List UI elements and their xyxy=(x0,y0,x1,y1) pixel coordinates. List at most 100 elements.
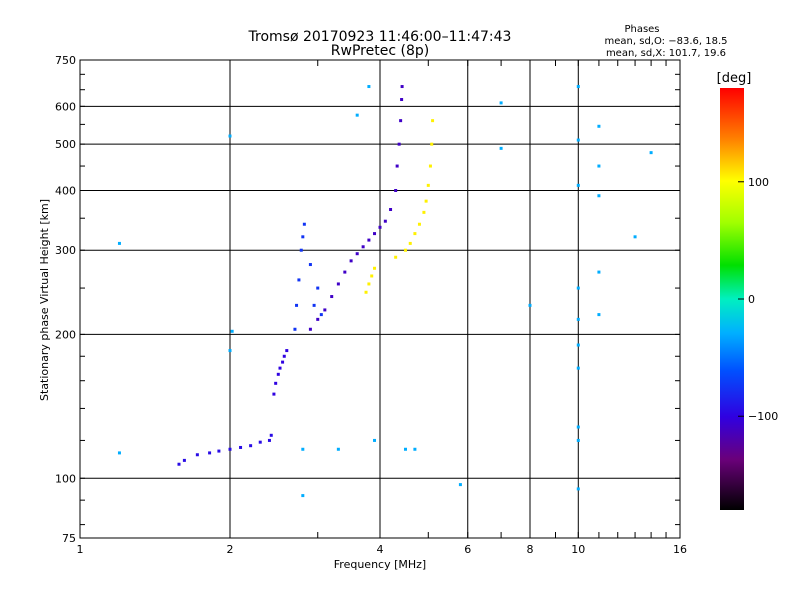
echo-point xyxy=(499,146,503,150)
colorbar-ticks: 100 0 −100 xyxy=(738,176,778,423)
echo-point xyxy=(295,303,299,307)
phase-stats-o: mean, sd,O: −83.6, 18.5 xyxy=(605,36,728,47)
y-tick-label: 75 xyxy=(62,532,76,545)
echo-point xyxy=(117,451,121,455)
echo-point xyxy=(228,447,232,451)
y-tick-label: 100 xyxy=(55,472,76,485)
x-tick-label: 2 xyxy=(227,543,234,556)
echo-point xyxy=(195,453,199,457)
echo-point xyxy=(576,317,580,321)
y-axis-label: Stationary phase Virtual Height [km] xyxy=(38,199,51,401)
echo-point xyxy=(301,447,305,451)
echo-point xyxy=(285,349,289,353)
axis-ticks: 1 2 4 6 8 10 16 75 100 200 300 400 500 600 750 xyxy=(55,54,687,556)
echo-point xyxy=(597,313,601,317)
x-tick-label: 1 xyxy=(77,543,84,556)
echo-point xyxy=(597,194,601,198)
echo-point xyxy=(364,290,368,294)
echo-point xyxy=(228,349,232,353)
plot-frame xyxy=(79,59,681,539)
echo-point xyxy=(316,286,320,290)
echo-point xyxy=(378,225,382,229)
x-tick-label: 8 xyxy=(527,543,534,556)
y-tick-label: 600 xyxy=(55,100,76,113)
colorbar-tick-label: −100 xyxy=(748,410,778,423)
x-tick-label: 16 xyxy=(673,543,687,556)
echo-point xyxy=(424,199,428,203)
echo-point xyxy=(249,444,253,448)
echo-point xyxy=(576,138,580,142)
chart-subtitle: RwPretec (8p) xyxy=(331,43,429,59)
echo-point xyxy=(258,440,262,444)
echo-point xyxy=(349,259,353,263)
echo-point xyxy=(267,438,271,442)
echo-point xyxy=(182,458,186,462)
echo-point xyxy=(576,487,580,491)
echo-point xyxy=(297,278,301,282)
echo-point xyxy=(597,124,601,128)
echo-point xyxy=(316,317,320,321)
echo-point xyxy=(217,449,221,453)
echo-point xyxy=(389,208,393,212)
phase-stats-x: mean, sd,X: 101.7, 19.6 xyxy=(606,48,726,59)
echo-point xyxy=(239,445,243,449)
echo-point xyxy=(430,142,434,146)
echo-point xyxy=(367,85,371,89)
echo-point xyxy=(299,248,303,252)
echo-point xyxy=(308,263,312,267)
x-tick-label: 6 xyxy=(464,543,471,556)
echo-point xyxy=(367,282,371,286)
echo-point xyxy=(373,232,377,236)
echo-point xyxy=(399,119,403,123)
echo-point xyxy=(499,101,503,105)
echo-point xyxy=(301,235,305,239)
echo-point xyxy=(428,164,432,168)
echo-point xyxy=(323,308,327,312)
echo-point xyxy=(576,85,580,89)
chart-title: Tromsø 20170923 11:46:00–11:47:43 xyxy=(248,29,512,45)
echo-point xyxy=(576,286,580,290)
echo-point xyxy=(394,255,398,259)
echo-point xyxy=(336,282,340,286)
echo-point xyxy=(576,343,580,347)
echo-point xyxy=(413,232,417,236)
echo-point xyxy=(395,164,399,168)
colorbar-tick-label: 100 xyxy=(748,176,769,189)
echo-point xyxy=(413,447,417,451)
echo-point xyxy=(293,327,297,331)
echo-point xyxy=(269,433,273,437)
echo-point xyxy=(361,245,365,249)
echo-point xyxy=(597,164,601,168)
echo-point xyxy=(330,295,334,299)
echo-point xyxy=(276,372,280,376)
echo-point xyxy=(228,134,232,138)
echo-point xyxy=(117,241,121,245)
x-tick-label: 4 xyxy=(377,543,384,556)
echo-point xyxy=(367,238,371,242)
echo-point xyxy=(397,142,401,146)
echo-point xyxy=(373,438,377,442)
echo-point xyxy=(528,303,532,307)
echo-point xyxy=(343,270,347,274)
echo-point xyxy=(400,85,404,89)
echo-point xyxy=(370,274,374,278)
phase-stats-title: Phases xyxy=(624,24,659,35)
echo-point xyxy=(408,241,412,245)
echo-point xyxy=(403,248,407,252)
echo-point xyxy=(355,113,359,117)
y-tick-label: 300 xyxy=(55,244,76,257)
echo-point xyxy=(208,451,212,455)
echo-point xyxy=(274,381,278,385)
echo-point xyxy=(177,462,181,466)
echo-points xyxy=(117,85,653,498)
echo-point xyxy=(383,219,387,223)
echo-point xyxy=(633,235,637,239)
colorbar-label: [deg] xyxy=(717,71,752,86)
echo-point xyxy=(355,252,359,256)
echo-point xyxy=(308,327,312,331)
echo-point xyxy=(400,98,404,102)
x-tick-label: 10 xyxy=(571,543,585,556)
echo-point xyxy=(272,392,276,396)
echo-point xyxy=(373,266,377,270)
